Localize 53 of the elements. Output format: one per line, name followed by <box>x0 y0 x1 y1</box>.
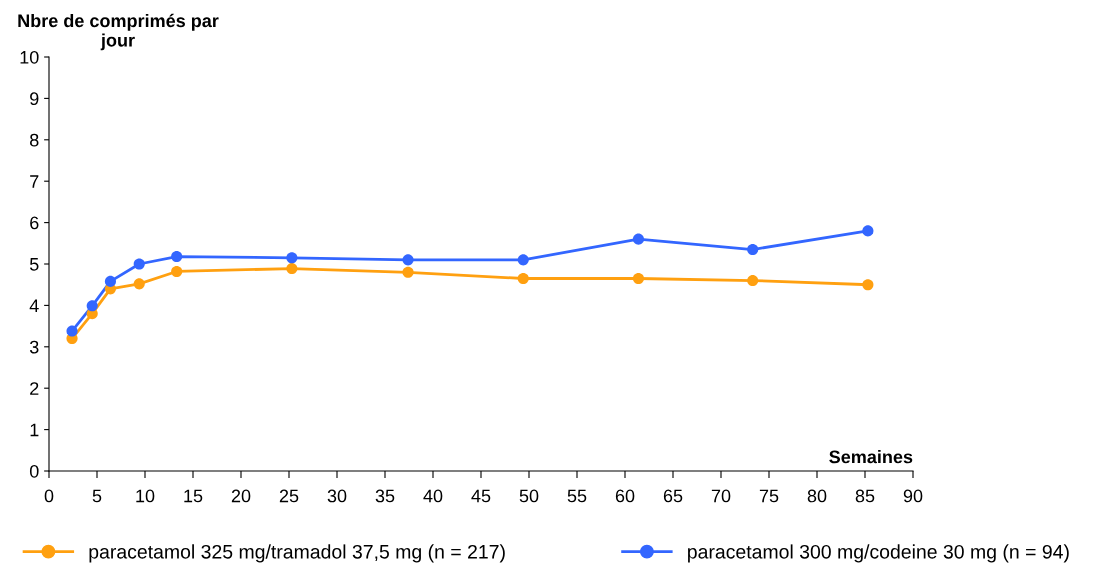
point <box>747 243 759 256</box>
x-tick-label: 30 <box>327 489 347 503</box>
x-tick-label: 85 <box>855 489 875 503</box>
x-tick-label: 20 <box>231 489 251 503</box>
legend-label: paracetamol 300 mg/codeine 30 mg (n = 94) <box>688 544 1069 563</box>
point <box>747 275 759 287</box>
y-tick-label: 8 <box>30 133 39 147</box>
y-tick-label: 7 <box>30 175 39 188</box>
x-tick-label: 0 <box>44 489 54 503</box>
x-tick-label: 55 <box>567 489 587 503</box>
point <box>862 225 874 237</box>
point <box>86 300 98 312</box>
x-tick-label: 10 <box>136 489 155 503</box>
point <box>517 272 529 285</box>
y-tick-label: 2 <box>30 382 39 395</box>
point <box>104 275 116 287</box>
x-tick-label: 75 <box>759 489 779 503</box>
y-tick-label: 10 <box>20 50 39 64</box>
x-tick-label: 40 <box>423 489 443 503</box>
point <box>133 278 145 290</box>
x-tick-label: 65 <box>663 489 683 503</box>
y-axis-title: Nbre de comprimés par jour <box>18 13 219 51</box>
point <box>171 250 183 263</box>
x-tick-label: 35 <box>375 489 395 503</box>
x-tick-label: 50 <box>519 489 539 503</box>
point <box>632 272 644 285</box>
y-tick-label: 5 <box>29 258 39 271</box>
y-tick-label: 6 <box>30 216 39 230</box>
x-tick-label: 5 <box>92 489 102 503</box>
point <box>133 258 145 270</box>
x-axis-title: Semaines <box>829 450 913 464</box>
point <box>402 254 414 266</box>
x-tick-label: 70 <box>711 489 731 503</box>
point <box>66 325 78 337</box>
x-tick-label: 60 <box>615 489 635 503</box>
legend-label: paracetamol 325 mg/tramadol 37,5 mg (n = 217) <box>89 544 505 563</box>
x-tick-label: 25 <box>279 489 299 503</box>
point <box>286 252 298 264</box>
point <box>632 233 644 245</box>
y-tick-label: 0 <box>29 464 39 478</box>
y-tick-label: 4 <box>29 299 39 312</box>
point <box>862 279 874 291</box>
y-tick-label: 1 <box>30 423 39 437</box>
y-tick-label: 9 <box>30 92 39 106</box>
point <box>286 263 298 275</box>
point <box>517 254 529 266</box>
point <box>402 266 414 278</box>
x-tick-label: 45 <box>471 489 491 503</box>
x-tick-label: 80 <box>807 489 827 503</box>
point <box>171 265 183 278</box>
y-tick-label: 3 <box>29 340 39 354</box>
x-tick-label: 90 <box>903 489 923 503</box>
x-tick-label: 15 <box>184 489 203 503</box>
